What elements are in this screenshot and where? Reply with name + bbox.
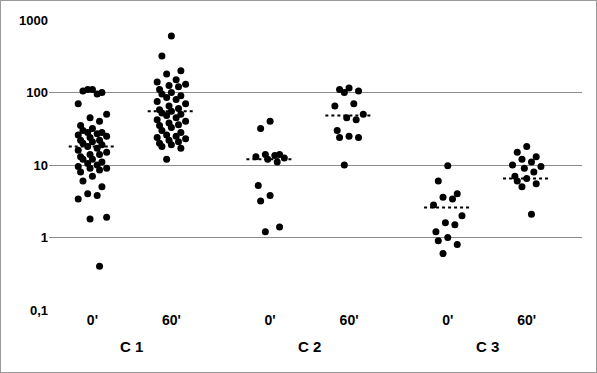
svg-text:60': 60' (162, 312, 181, 328)
svg-text:0': 0' (265, 312, 276, 328)
svg-text:100: 100 (26, 85, 48, 100)
svg-text:C 3: C 3 (476, 338, 499, 355)
svg-text:1: 1 (41, 230, 48, 245)
svg-text:1000: 1000 (19, 13, 48, 28)
svg-text:10: 10 (34, 158, 48, 173)
svg-text:60': 60' (517, 312, 536, 328)
svg-text:0,1: 0,1 (30, 303, 48, 318)
svg-text:0': 0' (87, 312, 98, 328)
svg-text:60': 60' (340, 312, 359, 328)
svg-text:0': 0' (442, 312, 453, 328)
svg-text:C 2: C 2 (298, 338, 321, 355)
svg-text:C 1: C 1 (120, 338, 143, 355)
